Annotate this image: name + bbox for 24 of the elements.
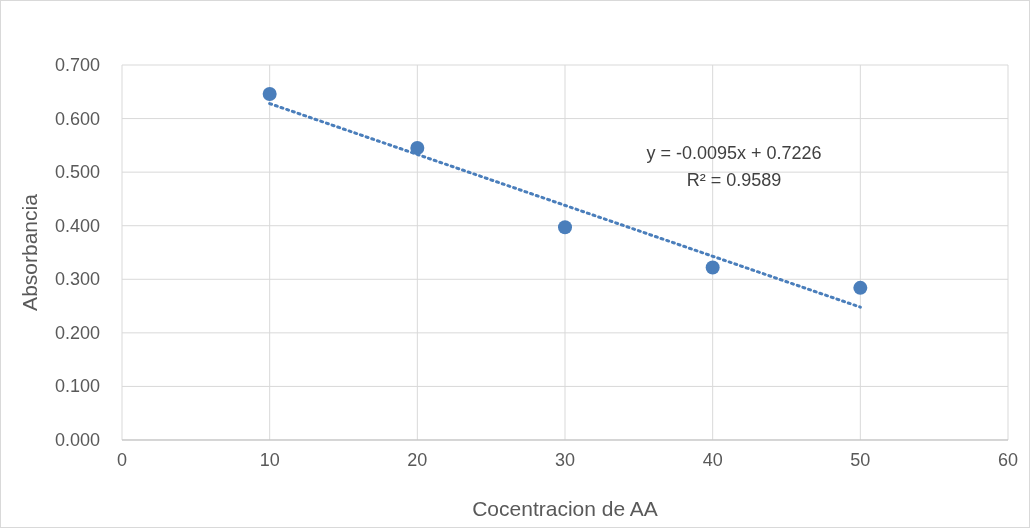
point (262, 86, 277, 101)
y-tick-label: 0.200 (54, 322, 100, 343)
y-tick-label: 0.100 (54, 376, 100, 397)
x-tick-label: 40 (702, 450, 723, 470)
point (558, 220, 572, 235)
x-tick-label: 60 (997, 450, 1019, 470)
y-tick-label: 0.500 (54, 162, 100, 183)
y-tick-label: 0.600 (54, 108, 100, 129)
y-tick-label: 0.000 (54, 430, 100, 450)
y-tick-label: 0.400 (54, 215, 100, 236)
annotation: R² = 0.9589 (686, 170, 782, 190)
point (410, 141, 425, 156)
x-axis-title: Cocentracion de AA (472, 497, 658, 520)
point (705, 260, 720, 275)
x-tick-label: 10 (259, 450, 280, 470)
point (853, 280, 868, 295)
x-tick-label: 0 (116, 450, 128, 470)
x-tick-label: 50 (850, 450, 871, 470)
annotation: y = -0.0095x + 0.7226 (646, 143, 822, 163)
y-tick-label: 0.700 (54, 55, 100, 75)
x-tick-label: 30 (554, 450, 576, 470)
x-tick-label: 20 (407, 450, 428, 470)
y-tick-label: 0.300 (54, 269, 100, 290)
y-axis-title: Absorbancia (18, 193, 41, 311)
